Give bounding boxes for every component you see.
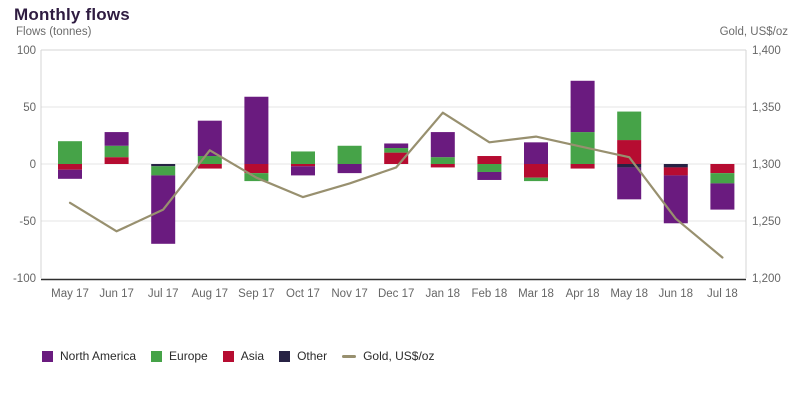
bar-segment-asia[interactable]	[663, 167, 688, 176]
legend-item-europe[interactable]: Europe	[151, 349, 208, 363]
legend-swatch-icon	[42, 350, 53, 362]
bar-segment-europe[interactable]	[291, 151, 315, 164]
legend-item-asia[interactable]: Asia	[222, 349, 265, 363]
x-axis-label: Jun 18	[659, 288, 694, 300]
x-axis-label: Apr 18	[566, 288, 600, 300]
bar-segment-other[interactable]	[617, 164, 642, 168]
bar-segment-europe[interactable]	[337, 145, 362, 164]
bar-segment-asia[interactable]	[617, 140, 642, 164]
bar-segment-asia[interactable]	[244, 164, 269, 174]
bar-segment-north-america[interactable]	[477, 171, 502, 180]
legend-swatch-icon	[279, 350, 291, 362]
bar-segment-north-america[interactable]	[291, 166, 315, 176]
bar-segment-europe[interactable]	[430, 157, 455, 164]
x-axis-label: Sep 17	[238, 288, 274, 300]
left-axis-title: Flows (tonnes)	[16, 26, 92, 38]
bar-segment-europe[interactable]	[710, 173, 735, 184]
bar-segment-north-america[interactable]	[430, 132, 455, 158]
bar-segment-asia[interactable]	[197, 164, 222, 169]
x-axis-label: Jan 18	[426, 288, 461, 300]
x-axis-label: Dec 17	[378, 288, 414, 300]
legend-line-icon	[342, 354, 357, 358]
bar-segment-north-america[interactable]	[617, 167, 642, 200]
left-axis-tick: 100	[17, 45, 36, 57]
left-axis-tick: -50	[19, 216, 36, 228]
legend-item-gold-line[interactable]: Gold, US$/oz	[342, 349, 434, 363]
legend-label: Asia	[240, 349, 265, 363]
bar-segment-asia[interactable]	[291, 164, 315, 167]
x-axis-label: Nov 17	[331, 288, 367, 300]
legend-label: Europe	[169, 349, 208, 363]
bar-segment-north-america[interactable]	[104, 132, 129, 146]
left-axis-tick: 0	[30, 159, 36, 171]
legend-swatch-icon	[222, 350, 234, 362]
x-axis-label: Jul 18	[707, 288, 738, 300]
bar-segment-north-america[interactable]	[244, 96, 269, 164]
x-axis-label: Feb 18	[471, 288, 507, 300]
legend-label: North America	[60, 349, 137, 363]
left-axis-tick: -100	[13, 273, 36, 285]
chart-legend: North America Europe Asia Other Gold, US$/oz	[42, 349, 434, 363]
bar-segment-north-america[interactable]	[337, 164, 362, 174]
x-axis-label: Mar 18	[518, 288, 554, 300]
legend-item-north-america[interactable]: North America	[42, 349, 136, 363]
bar-segment-north-america[interactable]	[710, 183, 735, 210]
bar-segment-asia[interactable]	[710, 164, 735, 174]
page-title: Monthly flows	[14, 5, 130, 24]
bar-segment-europe[interactable]	[104, 145, 129, 158]
bar-segment-asia[interactable]	[477, 156, 502, 164]
x-axis-label: May 18	[610, 288, 648, 300]
bar-segment-europe[interactable]	[524, 177, 548, 182]
bar-segment-north-america[interactable]	[384, 143, 409, 149]
right-axis-tick: 1,300	[752, 159, 781, 171]
bar-segment-asia[interactable]	[384, 152, 409, 164]
legend-label: Other	[297, 349, 328, 363]
right-axis-tick: 1,350	[752, 102, 781, 114]
x-axis-label: May 17	[51, 288, 89, 300]
bar-segment-europe[interactable]	[151, 166, 176, 176]
bar-segment-other[interactable]	[151, 164, 176, 167]
bar-segment-asia[interactable]	[570, 164, 595, 169]
bar-segment-europe[interactable]	[617, 111, 642, 141]
legend-item-other[interactable]: Other	[279, 349, 327, 363]
bar-segment-asia[interactable]	[524, 164, 548, 178]
bar-segment-asia[interactable]	[104, 157, 129, 164]
bar-segment-north-america[interactable]	[570, 80, 595, 133]
bar-segment-other[interactable]	[663, 164, 688, 168]
bar-segment-asia[interactable]	[430, 164, 455, 168]
x-axis-label: Aug 17	[192, 288, 228, 300]
x-axis-label: Jun 17	[99, 288, 134, 300]
x-axis-label: Jul 17	[148, 288, 179, 300]
right-axis-title: Gold, US$/oz	[719, 26, 788, 38]
bar-segment-europe[interactable]	[384, 148, 409, 153]
bar-segment-north-america[interactable]	[663, 175, 688, 224]
right-axis-tick: 1,400	[752, 45, 781, 57]
legend-label: Gold, US$/oz	[363, 349, 435, 363]
right-axis-tick: 1,200	[752, 273, 781, 285]
bar-segment-europe[interactable]	[58, 141, 82, 164]
x-axis-label: Oct 17	[286, 288, 320, 300]
bar-segment-asia[interactable]	[58, 164, 82, 170]
left-axis-tick: 50	[23, 102, 36, 114]
bar-segment-europe[interactable]	[477, 164, 502, 172]
bar-segment-north-america[interactable]	[524, 142, 548, 164]
legend-swatch-icon	[151, 350, 163, 362]
bar-segment-europe[interactable]	[197, 156, 222, 164]
gold-price-line[interactable]	[68, 111, 724, 259]
right-axis-tick: 1,250	[752, 216, 781, 228]
bar-segment-north-america[interactable]	[58, 169, 82, 179]
